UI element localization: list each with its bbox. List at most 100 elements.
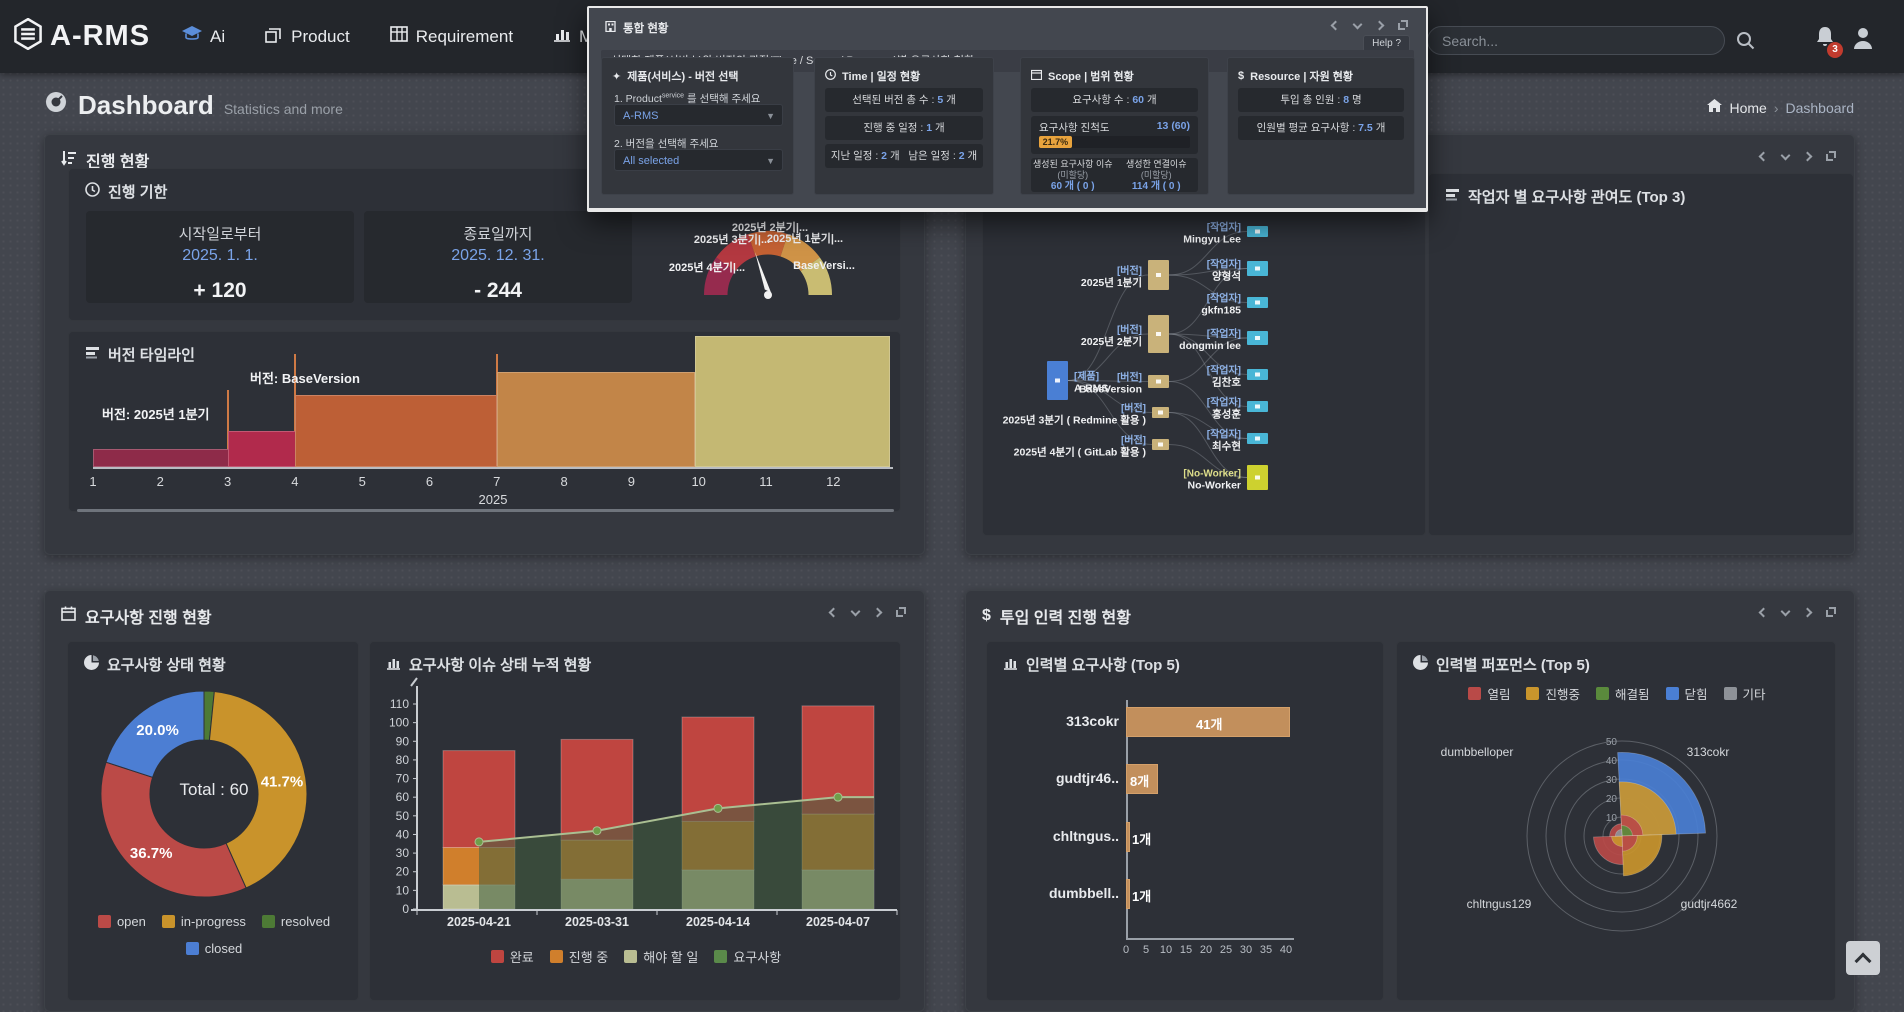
legend-label: 닫힘 [1684, 688, 1708, 702]
donut-slice[interactable] [100, 761, 247, 898]
breadcrumb-home[interactable]: Home [1729, 99, 1767, 116]
nav-item-requirement[interactable]: Requirement [389, 26, 513, 47]
layers-icon [1445, 188, 1460, 205]
legend-item[interactable]: 해결됨 [1595, 684, 1650, 703]
timeline-month-tick: 7 [493, 474, 501, 489]
sort-amount-icon [61, 150, 77, 171]
card-title: 작업자 별 요구사항 관여도 (Top 3) [1468, 189, 1686, 206]
notification-bell-icon[interactable] [1814, 25, 1836, 54]
legend-item[interactable]: 진행중 [1526, 684, 1580, 703]
chevron-right-icon[interactable] [871, 605, 885, 619]
legend-item[interactable]: 해야 할 일 [624, 947, 698, 966]
expand-icon[interactable] [1824, 605, 1838, 619]
network-edge [1168, 337, 1248, 382]
home-icon [1707, 99, 1723, 116]
stacked-bar-segment[interactable] [560, 738, 634, 841]
x-axis-category-label: 2025-04-21 [447, 915, 511, 929]
gauge-needle [755, 252, 771, 293]
notification-badge[interactable]: 3 [1827, 42, 1843, 58]
chevron-down-icon[interactable] [1778, 605, 1792, 619]
polar-worker-label: dumbbelloper [1441, 745, 1514, 759]
timeline-scrollbar[interactable] [77, 509, 894, 512]
progress-fill: 21.7% [1039, 136, 1072, 148]
chevron-left-icon[interactable] [825, 605, 839, 619]
gauge-segment[interactable] [704, 257, 736, 295]
hbar-category-label: dumbbell.. [1049, 885, 1119, 901]
polar-wedge[interactable] [1614, 828, 1623, 837]
chevron-down-icon[interactable] [1778, 149, 1792, 163]
hbar-bar[interactable] [1126, 764, 1158, 794]
line-data-point[interactable] [713, 803, 723, 813]
search-input[interactable] [1428, 27, 1752, 54]
legend-item[interactable]: open [97, 914, 146, 929]
caret-down-icon: ▼ [766, 111, 775, 121]
gauge-segment[interactable] [748, 231, 788, 257]
donut-slice[interactable] [208, 690, 308, 889]
gauge-segment[interactable] [780, 234, 820, 272]
timeline-version-bar[interactable] [294, 395, 497, 467]
legend-item[interactable]: closed [185, 941, 242, 956]
legend-item[interactable]: in-progress [161, 914, 246, 929]
polar-wedge[interactable] [1621, 835, 1638, 852]
hbar-category-label: gudtjr46.. [1055, 770, 1119, 786]
card-title: 인력별 요구사항 (Top 5) [1026, 657, 1180, 674]
nav-item-product[interactable]: Product [265, 26, 350, 48]
legend-item[interactable]: 진행 중 [549, 947, 608, 966]
legend-label: resolved [280, 914, 331, 929]
logo-text: A-RMS [50, 20, 151, 52]
modal-panel-title: Scope | 범위 현황 [1048, 71, 1134, 83]
timeline-version-bar[interactable] [695, 336, 891, 467]
dollar-icon: $ [982, 607, 991, 624]
time-past-remaining: 지난 일정 : 2 개 남은 일정 : 2 개 [825, 144, 983, 168]
expand-icon[interactable] [894, 605, 908, 619]
hbar-bar[interactable] [1126, 822, 1130, 852]
timeline-version-bar[interactable] [496, 372, 696, 467]
y-axis-tick-label: 70 [396, 772, 410, 786]
hbar-bar[interactable] [1126, 879, 1130, 909]
line-data-point[interactable] [833, 792, 843, 802]
timeline-month-tick: 6 [425, 474, 434, 489]
y-axis-tick-label: 20 [396, 865, 410, 879]
modal-select-panel: ✦ 제품(서비스) - 버전 선택 1. Productservice 를 선택해… [601, 57, 794, 195]
legend-item[interactable]: 기타 [1723, 684, 1766, 703]
polar-wedge[interactable] [1621, 825, 1633, 837]
legend-item[interactable]: 요구사항 [714, 947, 781, 966]
legend-item[interactable]: 열림 [1468, 684, 1510, 703]
legend-item[interactable]: 완료 [490, 947, 534, 966]
chevron-right-icon[interactable] [1801, 149, 1815, 163]
app-logo[interactable]: A-RMS [14, 17, 151, 55]
version-select[interactable]: All selected ▼ [614, 149, 783, 171]
timeline-version-bar[interactable] [227, 431, 305, 467]
chevron-right-icon[interactable] [1373, 18, 1387, 32]
user-icon[interactable] [1852, 26, 1874, 55]
gauge-segment-label: 2025년 1분기|... [766, 233, 844, 245]
chevron-left-icon[interactable] [1327, 18, 1341, 32]
legend-swatch [549, 950, 563, 963]
chevron-right-icon[interactable] [1801, 605, 1815, 619]
chevron-left-icon[interactable] [1755, 605, 1769, 619]
expand-icon[interactable] [1396, 18, 1410, 32]
chevron-left-icon[interactable] [1755, 149, 1769, 163]
legend-item[interactable]: 닫힘 [1665, 684, 1708, 703]
stat-from-start: 시작일로부터 2025. 1. 1. + 120 [86, 211, 354, 303]
line-data-point[interactable] [474, 837, 484, 847]
chevron-down-icon[interactable] [848, 605, 862, 619]
product-select[interactable]: A-RMS ▼ [614, 104, 783, 126]
nav-item-ai[interactable]: Ai [182, 26, 225, 47]
line-data-point[interactable] [592, 826, 602, 836]
network-node-tag: [작업자] [1207, 258, 1241, 271]
scroll-top-button[interactable] [1846, 941, 1880, 975]
stacked-bar-segment[interactable] [442, 750, 516, 849]
gauge-segment[interactable] [800, 257, 832, 295]
legend-label: 해야 할 일 [643, 950, 699, 965]
polar-wedge[interactable] [1611, 835, 1623, 847]
gauge-segment[interactable] [716, 234, 756, 272]
expand-icon[interactable] [1824, 149, 1838, 163]
card-requirement-status: 요구사항 상태 현황 41.7% 36.7% 20.0% Total : 60 op… [67, 641, 359, 1001]
hbar-bar[interactable] [1126, 707, 1290, 737]
chevron-down-icon[interactable] [1350, 18, 1364, 32]
donut-slice[interactable] [105, 690, 205, 778]
legend-item[interactable]: resolved [261, 914, 331, 929]
stacked-legend: 완료 진행 중 해야 할 일 요구사항 [370, 947, 902, 966]
search-icon[interactable] [1736, 31, 1755, 55]
